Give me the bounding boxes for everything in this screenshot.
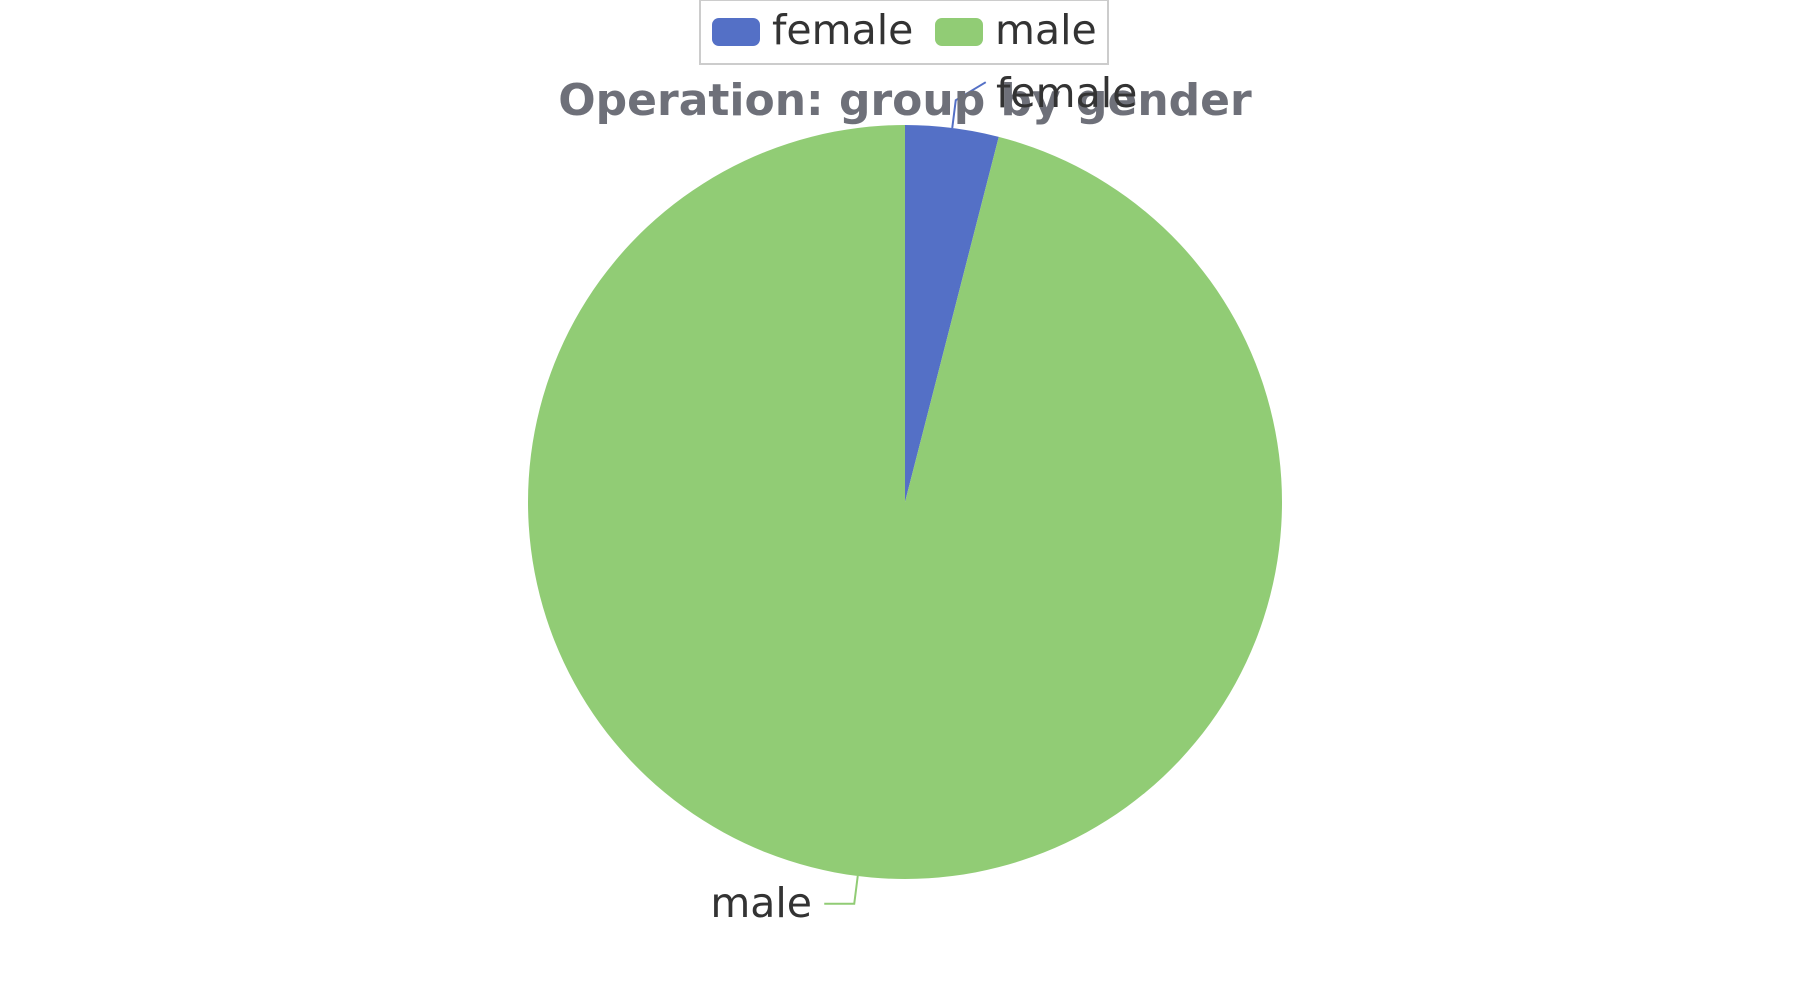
legend-swatch-female	[712, 18, 760, 46]
pie-slices	[528, 125, 1283, 879]
pie-slice-male[interactable]	[528, 125, 1283, 879]
legend[interactable]: female male	[699, 0, 1109, 65]
legend-label-male: male	[995, 6, 1097, 54]
slice-label-male: male	[710, 879, 812, 927]
legend-label-female: female	[772, 6, 913, 54]
legend-swatch-male	[935, 18, 983, 46]
legend-item-male[interactable]: male	[935, 6, 1097, 54]
legend-item-female[interactable]: female	[712, 6, 913, 54]
label-line-male	[824, 875, 859, 905]
legend-box	[699, 0, 1109, 65]
pie-slice-female[interactable]	[905, 125, 999, 502]
label-line-female	[951, 81, 987, 129]
slice-label-female: female	[996, 69, 1137, 117]
chart-title: Operation: group by gender	[558, 75, 1252, 126]
label-lines	[824, 81, 987, 905]
